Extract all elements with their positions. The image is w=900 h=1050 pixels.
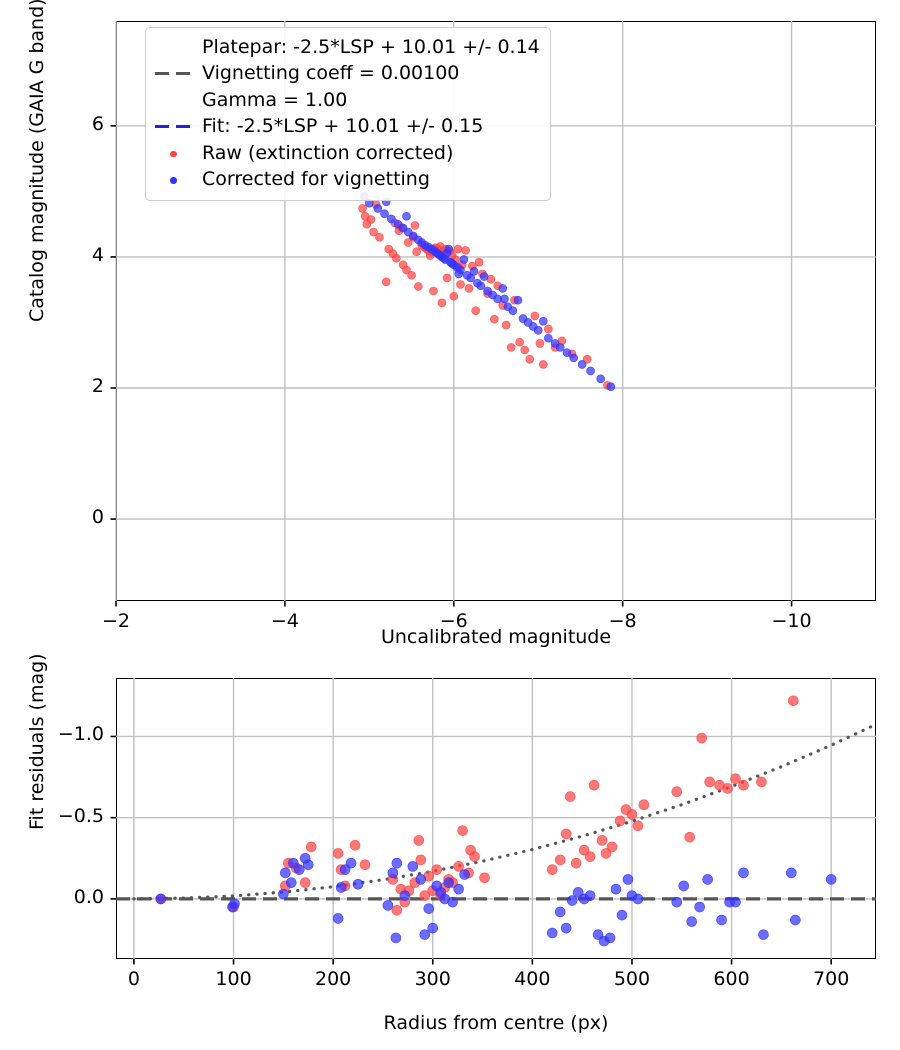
legend-label-fit: Fit: -2.5*LSP + 10.01 +/- 0.15	[202, 115, 484, 138]
x-tick-label: −4	[270, 610, 299, 632]
y-tick-label: 0.0	[73, 885, 104, 908]
x-tick-label: −8	[608, 610, 637, 632]
x-tick-label: 0	[127, 968, 140, 990]
legend-handle-none	[155, 38, 193, 56]
x-tick-label: 300	[414, 968, 451, 990]
fit-residuals-x-axis-label: Radius from centre (px)	[383, 1012, 609, 1034]
x-tick-label: −6	[439, 610, 468, 632]
legend-label-vignetting-coeff: Vignetting coeff = 0.00100	[202, 62, 460, 85]
x-tick-label: −2	[101, 610, 130, 632]
legend-label-corrected: Corrected for vignetting	[202, 168, 430, 191]
legend-handle-blue-dot-icon	[155, 171, 193, 189]
fit-residuals-plot-area	[110, 678, 876, 965]
legend-row-fit: Fit: -2.5*LSP + 10.01 +/- 0.15	[155, 114, 540, 141]
legend-row-vignetting-coeff: Vignetting coeff = 0.00100	[155, 61, 540, 88]
y-tick-label: 2	[91, 375, 104, 397]
legend-handle-dashed-blue-icon	[155, 118, 193, 136]
fit-residuals-axes-frame	[116, 678, 876, 959]
legend-label-raw: Raw (extinction corrected)	[202, 141, 454, 164]
y-tick-label: 4	[91, 243, 104, 266]
legend-handle-red-dot-icon	[155, 144, 193, 162]
x-tick-label: 200	[315, 968, 352, 990]
y-tick-label: −0.5	[57, 804, 104, 827]
y-tick-label: 6	[91, 112, 104, 135]
plot-legend: Platepar: -2.5*LSP + 10.01 +/- 0.14 Vign…	[145, 27, 551, 201]
photometric-fit-panel: Catalog magnitude (GAIA G band) Uncalibr…	[26, 0, 876, 648]
y-tick-label: −1.0	[57, 723, 104, 746]
legend-handle-dashed-gray-icon	[155, 65, 193, 83]
legend-row-raw: Raw (extinction corrected)	[155, 140, 540, 167]
photometric-fit-y-axis-label: Catalog magnitude (GAIA G band)	[26, 0, 48, 322]
x-tick-label: 700	[813, 968, 850, 990]
fit-residuals-panel: Fit residuals (mag) Radius from centre (…	[0, 653, 900, 1050]
x-tick-label: 600	[713, 968, 750, 990]
x-tick-label: 500	[613, 968, 651, 990]
photometric-fit-x-axis-label: Uncalibrated magnitude	[380, 626, 612, 648]
legend-row-platepar: Platepar: -2.5*LSP + 10.01 +/- 0.14	[155, 34, 540, 61]
legend-label-platepar: Platepar: -2.5*LSP + 10.01 +/- 0.14	[202, 35, 540, 58]
y-tick-label: 0	[91, 506, 104, 529]
x-tick-label: −10	[771, 610, 812, 632]
legend-row-gamma: Gamma = 1.00	[155, 87, 540, 114]
x-tick-label: 400	[514, 968, 551, 990]
legend-label-gamma: Gamma = 1.00	[202, 88, 348, 111]
legend-row-corrected: Corrected for vignetting	[155, 167, 540, 194]
legend-handle-none	[155, 91, 193, 109]
x-tick-label: 100	[215, 968, 252, 990]
